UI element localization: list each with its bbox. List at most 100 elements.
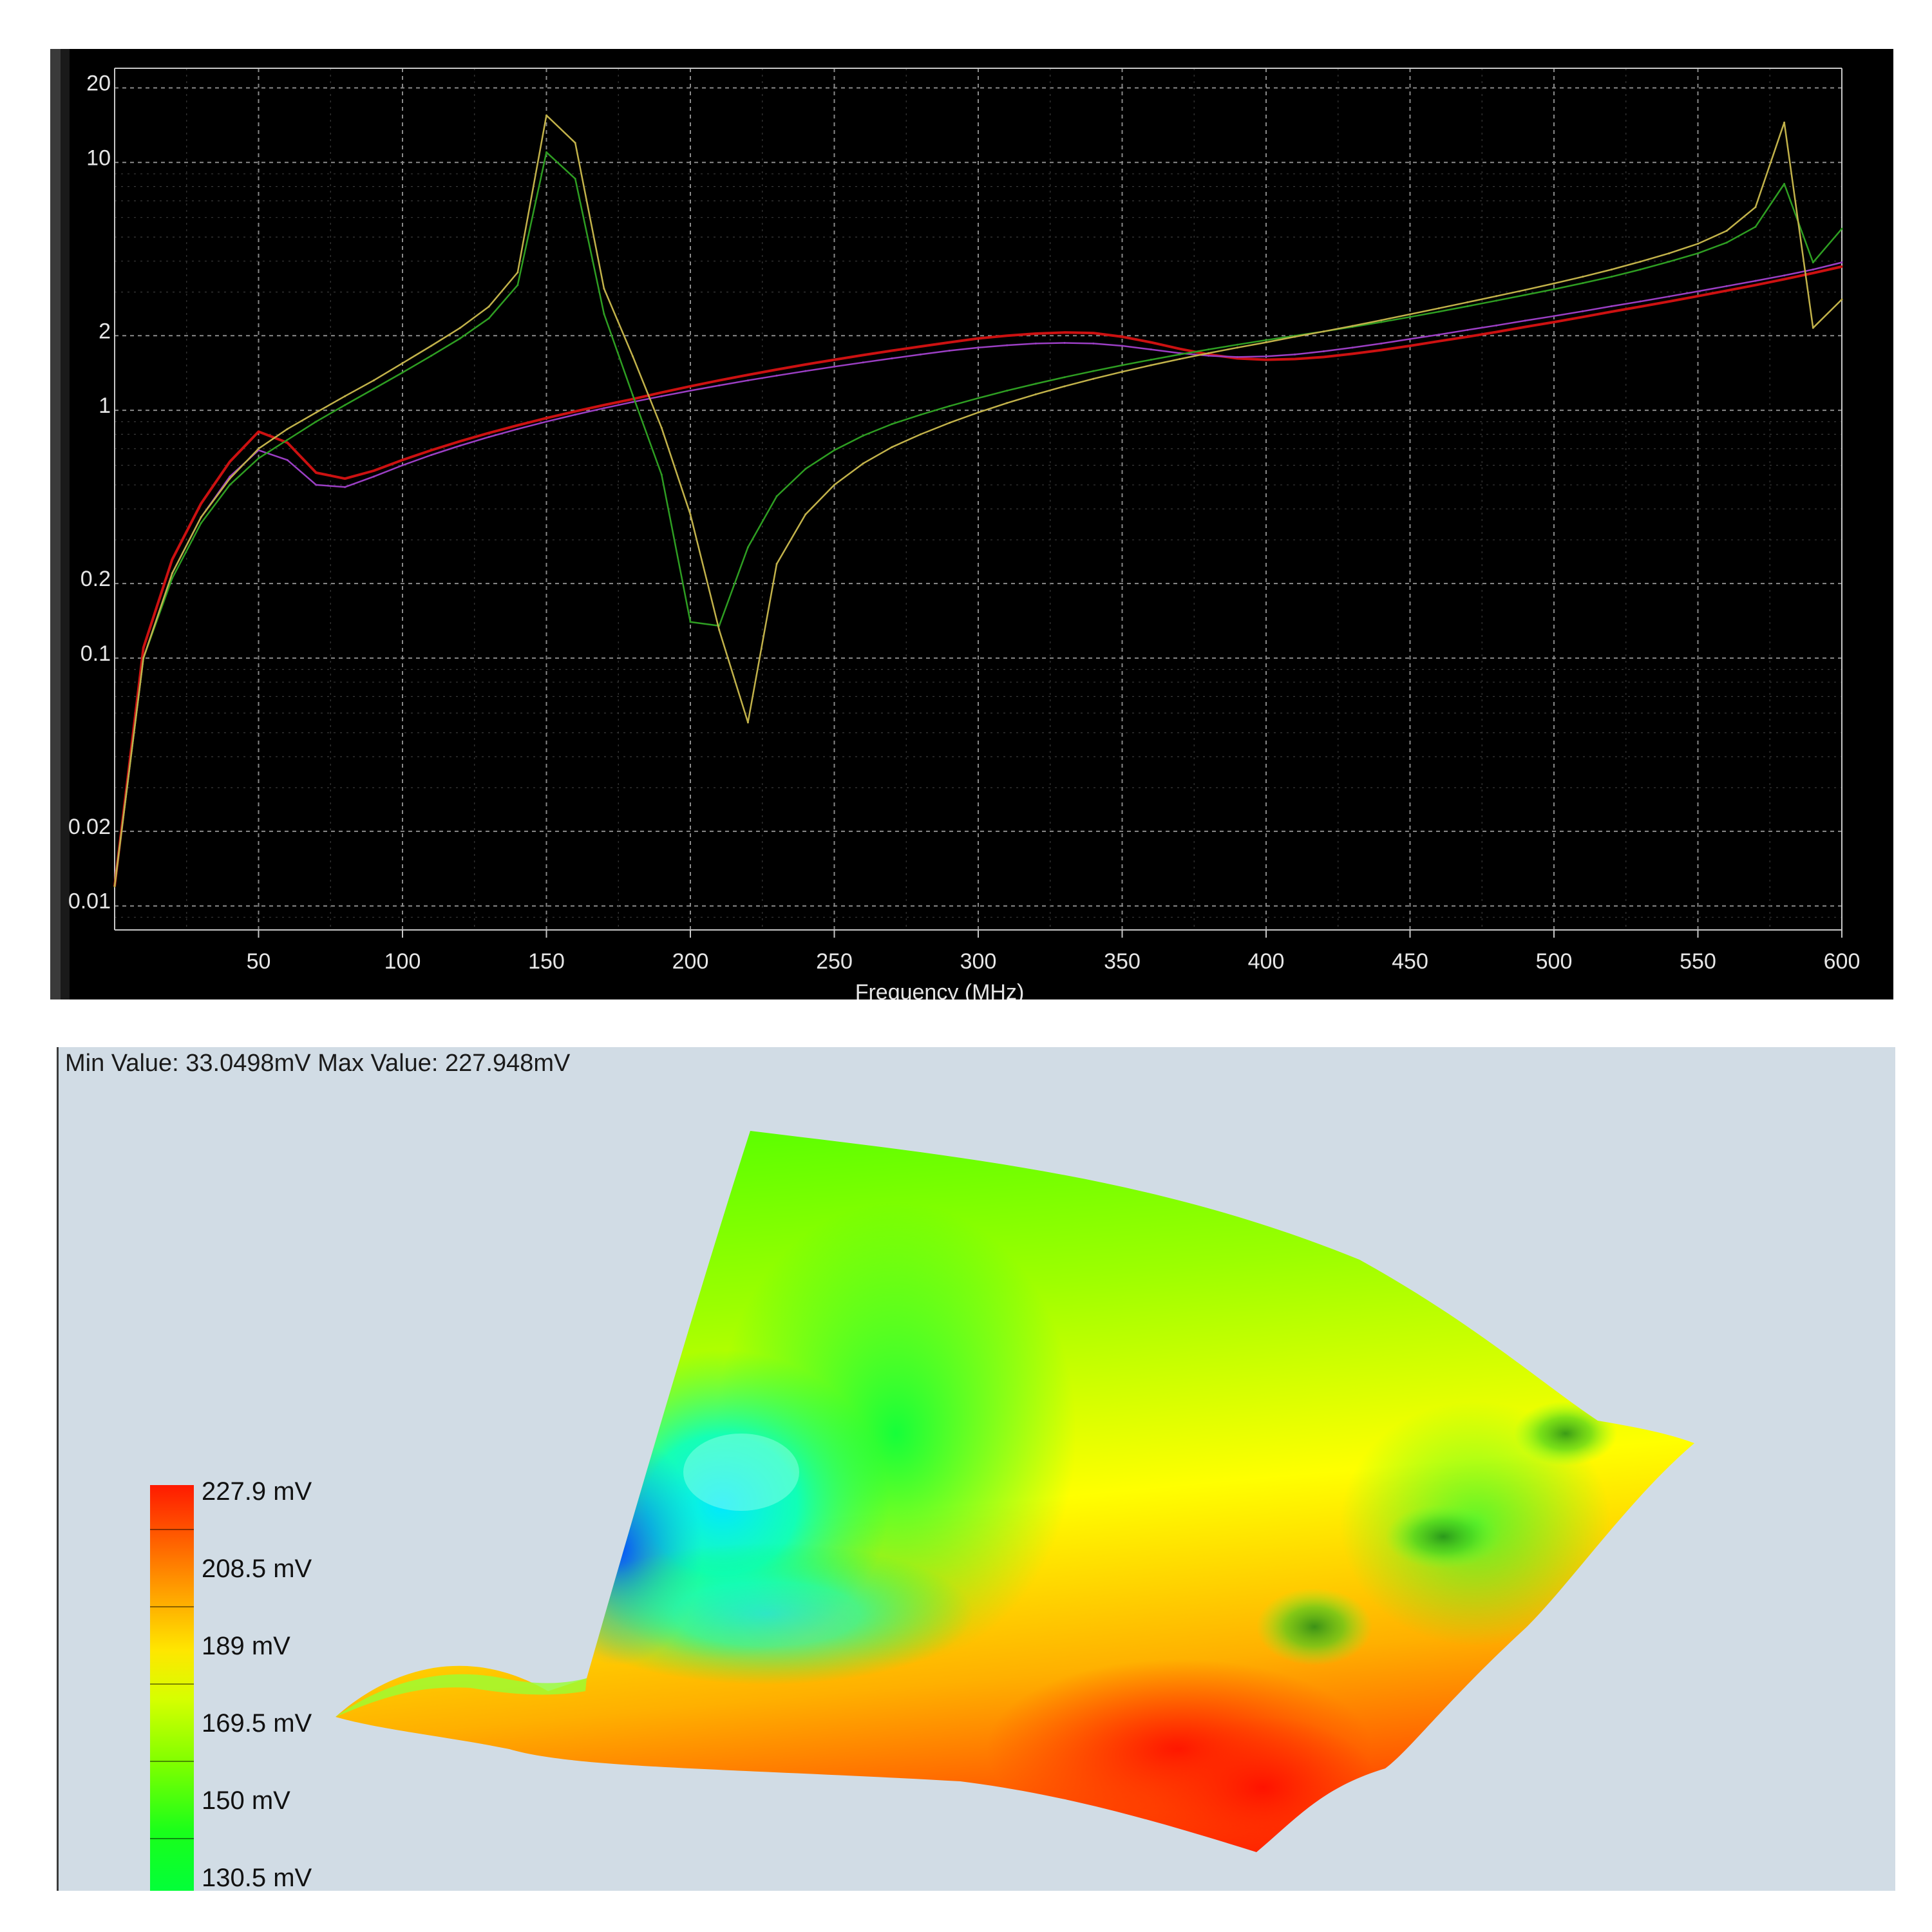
series-3-point [833, 449, 835, 451]
series-1-point [718, 379, 721, 382]
series-4-point [1294, 336, 1296, 338]
y-tick-label: 0.02 [68, 815, 111, 839]
series-2-point [1668, 295, 1671, 298]
series-4-point [574, 142, 576, 144]
series-1-point [1725, 289, 1728, 292]
surface-mesh [336, 1131, 1694, 1852]
series-2-point [545, 421, 547, 423]
series-2-point [1783, 274, 1786, 277]
series-3-point [1121, 364, 1123, 366]
series-4-point [1265, 341, 1267, 344]
series-1-point [142, 647, 145, 649]
series-3-point [545, 151, 547, 153]
series-2-point [1841, 261, 1843, 264]
series-1-point [1351, 352, 1354, 355]
colorbar-label: 130.5 mV [202, 1864, 312, 1891]
series-3-point [603, 312, 605, 315]
series-4-point [286, 428, 289, 430]
series-1-point [1150, 341, 1152, 344]
series-3-point [1092, 370, 1095, 372]
series-2-point [516, 428, 519, 430]
colorbar-tick [150, 1529, 194, 1530]
series-3-point [200, 522, 202, 525]
series-2-point [1725, 285, 1728, 287]
series-2-point [1150, 348, 1152, 351]
series-4-point [1063, 385, 1066, 388]
series-2-point [574, 413, 576, 416]
x-tick-label: 200 [672, 949, 709, 974]
series-2-point [1006, 344, 1009, 346]
series-2-point [660, 395, 663, 397]
y-tick-label: 0.2 [80, 567, 111, 591]
series-3-point [660, 473, 663, 476]
series-2-point [775, 374, 778, 377]
series-1-point [1754, 284, 1757, 287]
series-1-point [1121, 336, 1123, 338]
series-4-point [1034, 393, 1037, 395]
series-4-point [1553, 282, 1555, 285]
y-tick-label: 0.1 [80, 641, 111, 666]
series-2-point [344, 486, 346, 488]
series-2-point [1322, 350, 1325, 353]
x-tick-label: 550 [1680, 949, 1716, 974]
series-1-point [1668, 300, 1671, 303]
series-3-point [1409, 316, 1411, 318]
series-1-point [545, 417, 547, 419]
x-tick-label: 300 [960, 949, 997, 974]
series-3-point [1179, 353, 1181, 355]
series-4-point [1150, 364, 1152, 366]
series-2-point [862, 361, 864, 364]
series-1-point [488, 431, 490, 434]
colorbar-tick [150, 1838, 194, 1839]
series-2-point [603, 407, 605, 410]
series-3-point [574, 178, 576, 180]
series-4-point [1524, 289, 1526, 291]
surface-front-fold [336, 1674, 587, 1717]
series-2-point [718, 384, 721, 386]
series-3-point [862, 435, 864, 437]
series-2-point [315, 484, 317, 486]
series-4-point [545, 114, 547, 117]
series-1-point [775, 368, 778, 371]
series-2-point [1294, 353, 1296, 355]
series-line-1 [113, 265, 1842, 887]
series-4-point [891, 446, 893, 448]
series-1-point [459, 440, 461, 442]
series-1-point [603, 404, 605, 406]
series-4-point [977, 411, 980, 413]
series-3-point [1437, 310, 1440, 313]
series-4-point [718, 629, 721, 631]
series-4-point [1783, 121, 1786, 124]
series-2-point [459, 444, 461, 447]
series-1-point [1409, 345, 1411, 347]
series-3-point [1754, 225, 1757, 228]
series-3-point [401, 372, 404, 374]
series-3-point [775, 495, 778, 498]
series-3-point [344, 404, 346, 406]
series-4-point [1409, 313, 1411, 316]
series-1-point [1783, 278, 1786, 281]
series-2-point [689, 390, 692, 392]
series-1-point [689, 385, 692, 388]
series-2-point [1495, 324, 1498, 327]
series-2-point [1265, 355, 1267, 357]
series-4-point [1841, 298, 1843, 301]
series-3-point [1006, 390, 1009, 392]
series-4-point [689, 513, 692, 516]
series-3-point [1582, 282, 1584, 285]
series-1-point [229, 460, 231, 463]
series-4-point [229, 477, 231, 480]
series-4-point [804, 513, 807, 516]
series-3-point [1668, 260, 1671, 263]
series-3-point [1495, 299, 1498, 302]
series-2-point [948, 350, 951, 352]
series-1-point [891, 350, 893, 352]
x-tick-label: 600 [1824, 949, 1861, 974]
series-3-point [459, 337, 461, 340]
series-4-point [315, 411, 317, 413]
series-2-point [1409, 337, 1411, 340]
colorbar-label: 208.5 mV [202, 1555, 312, 1583]
series-4-point [862, 462, 864, 465]
series-1-point [1610, 310, 1613, 313]
series-1-point [344, 477, 346, 480]
